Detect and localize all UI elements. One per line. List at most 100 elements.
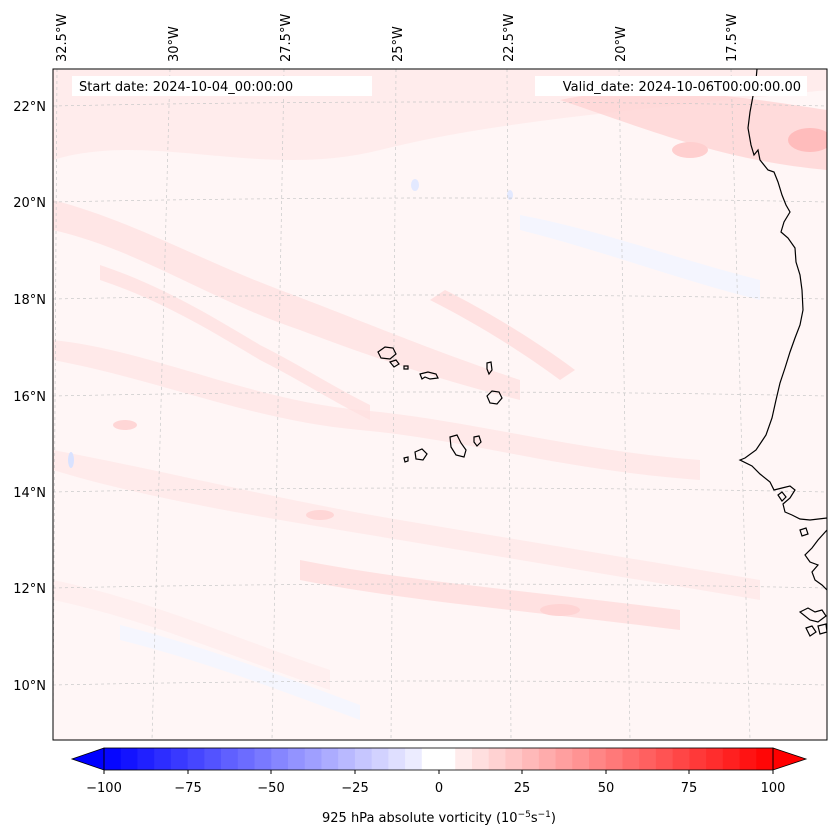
colorbar-cell bbox=[271, 748, 289, 770]
parallel-line bbox=[53, 391, 827, 397]
lat-label: 18°N bbox=[13, 293, 46, 308]
colorbar-right-arrow bbox=[772, 747, 808, 771]
colorbar-cell bbox=[605, 748, 623, 770]
colorbar-cell bbox=[706, 748, 724, 770]
valid-date-label: Valid_date: 2024-10-06T00:00:00.00 bbox=[563, 80, 801, 95]
vorticity-positive-spot bbox=[306, 510, 334, 520]
parallel-line bbox=[53, 197, 827, 203]
colorbar-title: 925 hPa absolute vorticity (10−5s−1) bbox=[322, 810, 556, 826]
island-santo-antao bbox=[377, 346, 397, 360]
colorbar-cell bbox=[672, 748, 690, 770]
colorbar-cell bbox=[438, 748, 456, 770]
colorbar-tick-label: 100 bbox=[761, 781, 786, 796]
island-sal bbox=[486, 361, 493, 376]
colorbar-cell bbox=[120, 748, 138, 770]
map-frame bbox=[52, 68, 828, 741]
latitude-labels: 22°N 20°N 18°N 16°N 14°N 12°N 10°N bbox=[13, 100, 46, 694]
colorbar-tick-label: −25 bbox=[341, 781, 368, 796]
parallel-line bbox=[53, 583, 827, 589]
lat-label: 10°N bbox=[13, 679, 46, 694]
bijagos-islands bbox=[817, 623, 827, 635]
colorbar-title-suffix: ) bbox=[551, 811, 556, 826]
vorticity-band bbox=[100, 265, 370, 420]
vorticity-negative-spot bbox=[507, 190, 513, 200]
vorticity-band bbox=[53, 200, 520, 400]
vorticity-positive-spot bbox=[113, 420, 137, 430]
colorbar-title-exp2: −1 bbox=[538, 810, 551, 820]
colorbar-cell bbox=[639, 748, 657, 770]
vorticity-band bbox=[430, 290, 575, 380]
colorbar-cell bbox=[589, 748, 607, 770]
lon-label: 20°W bbox=[614, 26, 629, 62]
lon-label: 30°W bbox=[167, 26, 182, 62]
graticule bbox=[53, 69, 827, 740]
vorticity-band bbox=[53, 450, 760, 600]
colorbar-tick-label: −75 bbox=[174, 781, 201, 796]
colorbar-cell bbox=[555, 748, 573, 770]
africa-coastline bbox=[738, 69, 827, 521]
colorbar-cell bbox=[321, 748, 339, 770]
colorbar-cells bbox=[104, 748, 774, 770]
meridian-line bbox=[618, 69, 631, 740]
colorbar-cell bbox=[104, 748, 122, 770]
start-date-label: Start date: 2024-10-04_00:00:00 bbox=[79, 80, 293, 95]
coast-islet bbox=[777, 491, 787, 502]
colorbar-cell bbox=[455, 748, 473, 770]
colorbar-title-exp1: −5 bbox=[518, 810, 531, 820]
colorbar-cell bbox=[304, 748, 322, 770]
colorbar-cell bbox=[154, 748, 172, 770]
meridian-line bbox=[271, 69, 285, 740]
colorbar-tick-label: 0 bbox=[435, 781, 443, 796]
colorbar-cell bbox=[471, 748, 490, 770]
meridian-line bbox=[506, 69, 512, 740]
colorbar-cell bbox=[739, 748, 757, 770]
colorbar-cell bbox=[354, 748, 373, 770]
lon-label: 17.5°W bbox=[725, 14, 740, 62]
vorticity-positive-spot bbox=[540, 604, 580, 616]
meridian-line bbox=[730, 69, 751, 740]
vorticity-band bbox=[53, 340, 700, 480]
coast-islet bbox=[799, 527, 809, 537]
lon-label: 27.5°W bbox=[279, 14, 294, 62]
vorticity-field bbox=[53, 69, 827, 740]
colorbar-cell bbox=[756, 748, 774, 770]
colorbar-cell bbox=[221, 748, 239, 770]
colorbar-cell bbox=[505, 748, 523, 770]
colorbar-cell bbox=[622, 748, 640, 770]
colorbar-cell bbox=[722, 748, 740, 770]
colorbar-cell bbox=[170, 748, 189, 770]
parallel-line bbox=[53, 294, 827, 300]
island-sao-vicente bbox=[388, 359, 400, 368]
colorbar-title-prefix: 925 hPa absolute vorticity (10 bbox=[322, 811, 518, 826]
africa-coastline-south bbox=[804, 529, 827, 591]
colorbar-cell bbox=[421, 748, 439, 770]
colorbar-cell bbox=[388, 748, 406, 770]
island-maio bbox=[473, 435, 482, 447]
colorbar-cell bbox=[187, 748, 205, 770]
meridian-line bbox=[390, 69, 397, 740]
colorbar-cell bbox=[137, 748, 155, 770]
vorticity-negative-area bbox=[520, 215, 760, 300]
bijagos-islands bbox=[798, 607, 827, 623]
lat-label: 16°N bbox=[13, 390, 46, 405]
vorticity-positive-spot bbox=[788, 128, 827, 152]
colorbar-cell bbox=[405, 748, 423, 770]
colorbar-cell bbox=[204, 748, 222, 770]
start-date-box bbox=[72, 76, 372, 96]
colorbar-left-arrow bbox=[70, 747, 105, 771]
vorticity-negative-area bbox=[120, 625, 360, 720]
lat-label: 12°N bbox=[13, 582, 46, 597]
colorbar-cell bbox=[488, 748, 506, 770]
colorbar-title-mid: s bbox=[531, 811, 538, 826]
colorbar-cell bbox=[522, 748, 540, 770]
colorbar-cell bbox=[287, 748, 306, 770]
colorbar-tick-label: 25 bbox=[514, 781, 531, 796]
vorticity-band bbox=[53, 580, 330, 690]
island-sao-nicolau bbox=[419, 371, 439, 380]
colorbar-cell bbox=[237, 748, 255, 770]
lat-label: 22°N bbox=[13, 100, 46, 115]
colorbar-cell bbox=[371, 748, 389, 770]
colorbar-cell bbox=[254, 748, 272, 770]
meridian-line bbox=[151, 69, 171, 740]
